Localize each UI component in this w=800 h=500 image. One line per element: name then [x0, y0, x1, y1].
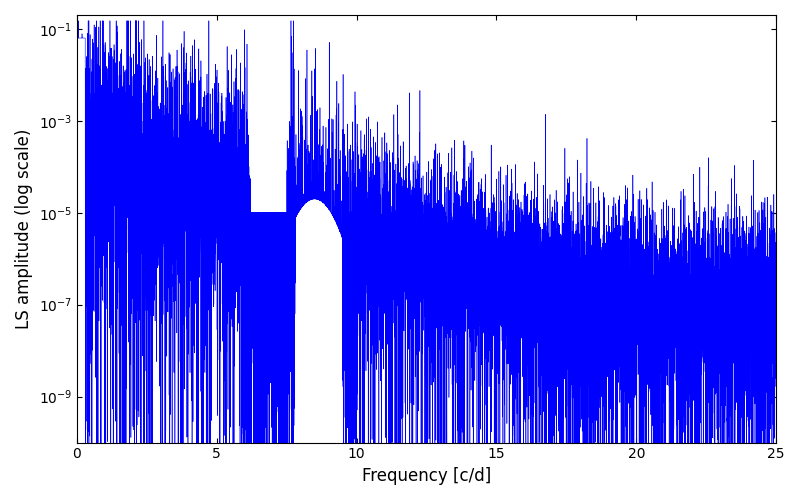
X-axis label: Frequency [c/d]: Frequency [c/d] — [362, 467, 491, 485]
Y-axis label: LS amplitude (log scale): LS amplitude (log scale) — [15, 128, 33, 329]
